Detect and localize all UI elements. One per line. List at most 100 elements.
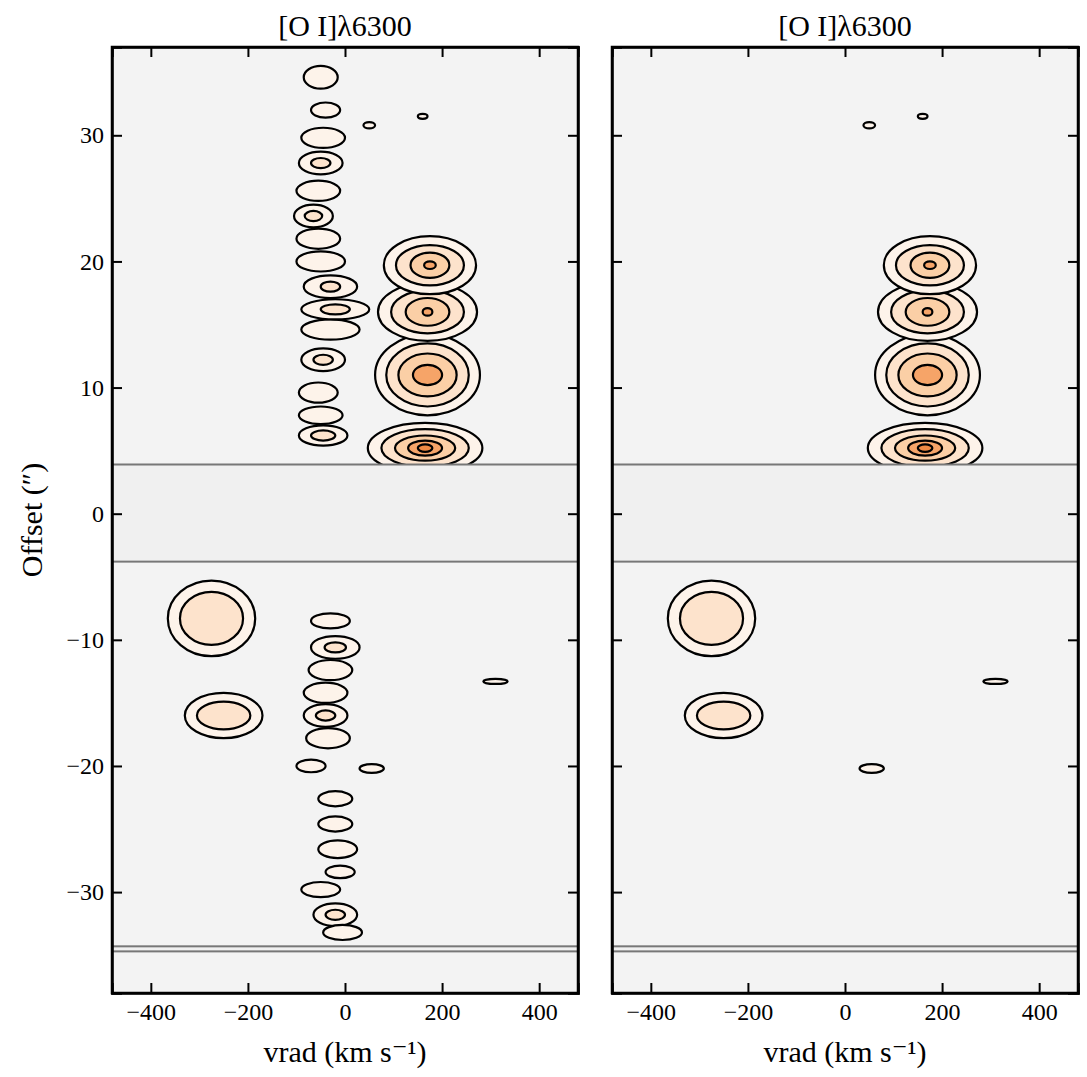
tick-mark bbox=[247, 983, 249, 993]
contour-level bbox=[294, 205, 333, 228]
tick bbox=[1039, 47, 1040, 57]
tick-label: 400 bbox=[522, 999, 558, 1025]
contours bbox=[612, 114, 1078, 952]
contour-level bbox=[418, 444, 433, 452]
contour-level bbox=[924, 261, 936, 269]
contour-level bbox=[918, 444, 933, 452]
contour-level bbox=[886, 343, 969, 406]
masked-region bbox=[612, 946, 1078, 951]
tick: −20 bbox=[66, 753, 122, 779]
tick: −400 bbox=[127, 983, 177, 1025]
contour-level bbox=[406, 298, 450, 326]
tick bbox=[1068, 261, 1078, 262]
tick-mark bbox=[568, 639, 578, 641]
contour-level bbox=[680, 592, 743, 645]
tick: 400 bbox=[1022, 983, 1058, 1025]
tick bbox=[748, 47, 749, 57]
plot-background bbox=[612, 47, 1078, 993]
tick-mark bbox=[442, 47, 444, 57]
contour-level bbox=[384, 236, 476, 294]
tick bbox=[1068, 135, 1078, 136]
x-axis-title: vrad (km s⁻¹) bbox=[263, 1035, 426, 1069]
contour-level bbox=[685, 693, 763, 738]
tick-mark bbox=[539, 983, 541, 993]
contour-level bbox=[311, 613, 350, 628]
contour-level bbox=[318, 840, 357, 858]
tick-label: 200 bbox=[425, 999, 461, 1025]
tick-mark bbox=[612, 513, 622, 515]
tick bbox=[568, 640, 578, 641]
tick bbox=[248, 47, 249, 57]
tick: 0 bbox=[92, 501, 122, 527]
contour-level bbox=[860, 764, 884, 773]
tick-mark bbox=[1068, 387, 1078, 389]
panel-title: [O I]λ6300 bbox=[278, 9, 412, 42]
tick bbox=[1068, 640, 1078, 641]
tick: 200 bbox=[425, 983, 461, 1025]
tick-label: 0 bbox=[92, 501, 104, 527]
contour-level bbox=[881, 429, 968, 467]
tick-mark bbox=[942, 47, 944, 57]
contour-level bbox=[301, 299, 369, 319]
contour-level bbox=[318, 816, 352, 831]
tick-mark bbox=[247, 47, 249, 57]
tick-mark bbox=[1039, 47, 1041, 57]
contour-level bbox=[908, 441, 942, 456]
contour-level bbox=[296, 251, 345, 271]
tick bbox=[612, 640, 622, 641]
tick bbox=[1068, 766, 1078, 767]
x-axis-top bbox=[613, 47, 1079, 57]
tick bbox=[568, 388, 578, 389]
tick-label: 0 bbox=[340, 999, 352, 1025]
tick-mark bbox=[568, 513, 578, 515]
contour-level bbox=[913, 365, 942, 385]
contour-level bbox=[305, 211, 322, 221]
tick bbox=[612, 514, 622, 515]
contour-level bbox=[895, 435, 955, 460]
tick-mark bbox=[612, 387, 622, 389]
contour-level bbox=[304, 683, 348, 703]
tick-mark bbox=[568, 765, 578, 767]
contour-level bbox=[326, 866, 355, 879]
contour-level bbox=[875, 335, 980, 416]
tick-label: 400 bbox=[1022, 999, 1058, 1025]
tick bbox=[1068, 892, 1078, 893]
contour-level bbox=[360, 764, 384, 773]
tick bbox=[845, 47, 846, 57]
tick-label: −10 bbox=[66, 627, 104, 653]
tick bbox=[942, 47, 943, 57]
tick-label: −400 bbox=[127, 999, 177, 1025]
tick-mark bbox=[345, 47, 347, 57]
y-axis: −30−20−100102030 bbox=[66, 48, 122, 994]
contour-level bbox=[301, 882, 340, 897]
tick: 0 bbox=[840, 983, 852, 1025]
contour-level bbox=[304, 275, 357, 298]
panel: −400−2000200400−30−20−100102030[O I]λ630… bbox=[15, 9, 579, 1069]
figure: −400−2000200400−30−20−100102030[O I]λ630… bbox=[0, 0, 1087, 1077]
contour-level bbox=[323, 925, 362, 940]
tick-mark bbox=[845, 983, 847, 993]
contour-level bbox=[311, 158, 330, 168]
y-axis-title: Offset (″) bbox=[15, 463, 49, 577]
contour-level bbox=[325, 642, 346, 652]
tick-mark bbox=[612, 135, 622, 137]
contour-level bbox=[168, 581, 255, 657]
tick-mark bbox=[150, 47, 152, 57]
contour-level bbox=[918, 114, 928, 119]
contour-level bbox=[381, 429, 468, 467]
contour-level bbox=[896, 245, 964, 285]
masked-region bbox=[112, 465, 578, 562]
contour-level bbox=[306, 728, 350, 748]
x-axis: −400−2000200400 bbox=[113, 983, 579, 1025]
contour-level bbox=[911, 253, 950, 278]
tick bbox=[442, 47, 443, 57]
contour-level bbox=[418, 114, 428, 119]
contour-level bbox=[185, 693, 263, 738]
tick-label: 20 bbox=[80, 249, 104, 275]
tick-mark bbox=[112, 892, 122, 894]
tick: 400 bbox=[522, 983, 558, 1025]
contour-level bbox=[386, 343, 469, 406]
tick: −200 bbox=[724, 983, 774, 1025]
contour-level bbox=[363, 122, 375, 128]
y-axis bbox=[612, 48, 622, 994]
